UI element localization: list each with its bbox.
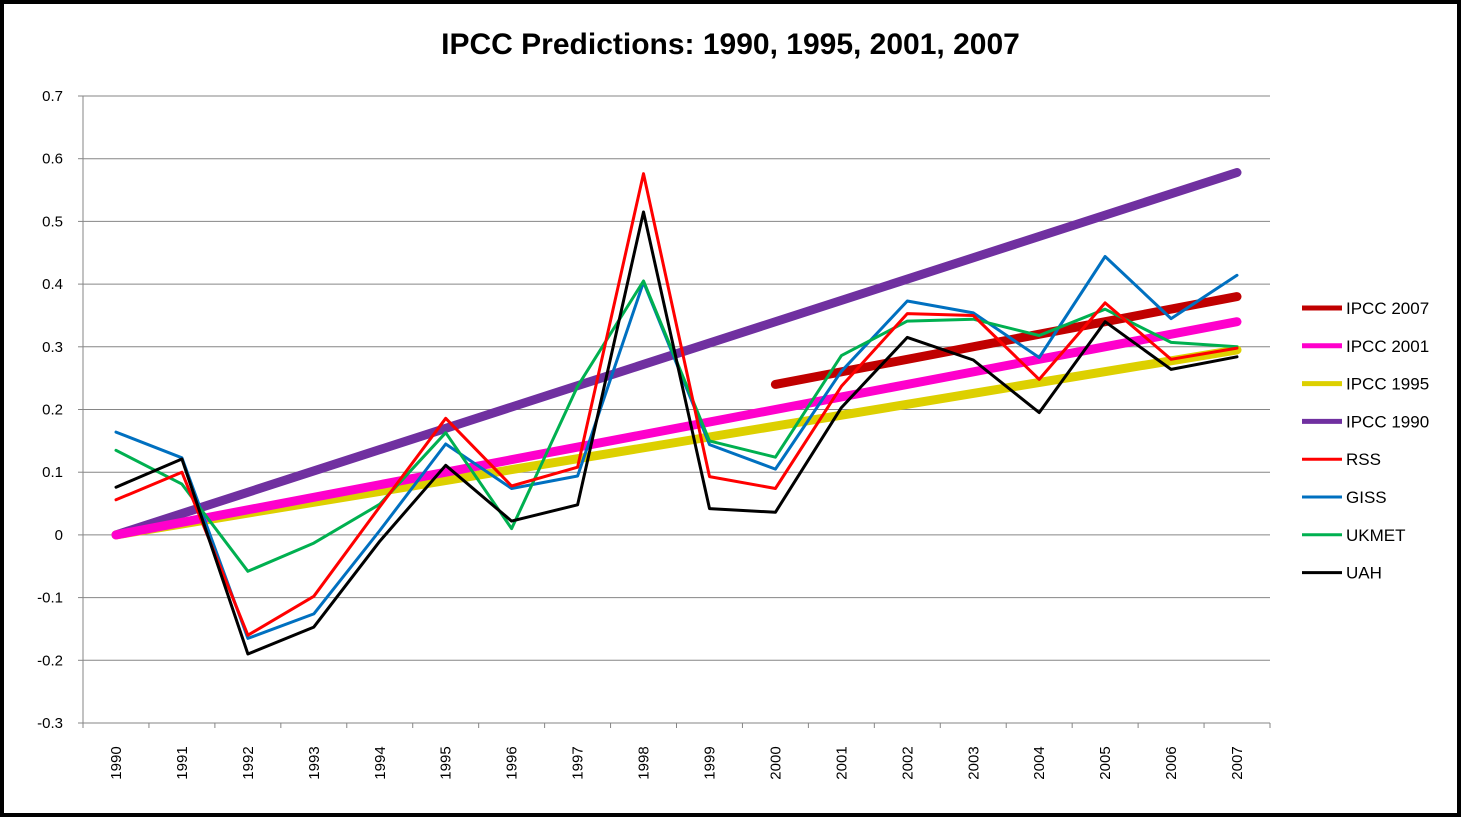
x-tick-label: 1996 — [504, 746, 521, 779]
y-tick-label: 0.1 — [42, 464, 63, 481]
y-tick-label: 0.5 — [42, 213, 63, 230]
x-tick-label: 2001 — [833, 746, 850, 779]
x-tick-label: 1998 — [636, 746, 653, 779]
legend-label: RSS — [1346, 450, 1381, 469]
x-tick-label: 2000 — [767, 746, 784, 779]
x-tick-label: 2002 — [899, 746, 916, 779]
y-tick-label: 0.2 — [42, 402, 63, 419]
y-tick-label: 0.4 — [42, 276, 63, 293]
x-tick-label: 2006 — [1163, 746, 1180, 779]
x-tick-label: 2005 — [1097, 746, 1114, 779]
x-tick-label: 1992 — [240, 746, 257, 779]
x-tick-label: 1997 — [570, 746, 587, 779]
y-tick-label: 0.7 — [42, 88, 63, 105]
series-line-ipcc-1995 — [111, 345, 1242, 540]
x-tick-label: 1991 — [174, 746, 191, 779]
axes — [78, 95, 1271, 728]
series-line-ipcc-2001 — [111, 317, 1242, 540]
y-tick-label: -0.1 — [37, 590, 63, 607]
legend-label: IPCC 2007 — [1346, 299, 1429, 318]
series-line-rss — [114, 172, 1239, 637]
y-tick-label: -0.3 — [37, 715, 63, 732]
x-tick-label: 1990 — [108, 746, 125, 779]
x-tick-label: 2004 — [1031, 746, 1048, 779]
series-line-uah — [114, 210, 1239, 656]
y-tick-labels: 0.7 0.6 0.5 0.4 0.3 0.2 0.1 0 -0.1 -0.2 -0.3 — [37, 88, 63, 732]
legend-label: IPCC 2001 — [1346, 337, 1429, 356]
x-tick-labels: 1990 1991 1992 1993 1994 1995 1996 1997 1998 1999… — [108, 746, 1246, 779]
x-tick-label: 1999 — [701, 746, 718, 779]
x-tick-label: 1994 — [372, 746, 389, 779]
legend-label: UKMET — [1346, 526, 1406, 545]
legend-label: GISS — [1346, 488, 1387, 507]
legend-label: IPCC 1995 — [1346, 375, 1429, 394]
series-lines — [111, 168, 1242, 656]
series-line-ipcc-2007 — [770, 292, 1242, 389]
x-tick-label: 2003 — [965, 746, 982, 779]
y-tick-label: -0.2 — [37, 652, 63, 669]
y-tick-label: 0 — [55, 527, 63, 544]
legend-label: IPCC 1990 — [1346, 412, 1429, 431]
chart-title: IPCC Predictions: 1990, 1995, 2001, 2007 — [441, 28, 1020, 61]
y-tick-label: 0.6 — [42, 151, 63, 168]
y-tick-label: 0.3 — [42, 339, 63, 356]
x-tick-label: 2007 — [1229, 746, 1246, 779]
series-line-giss — [114, 255, 1239, 640]
x-tick-label: 1993 — [306, 746, 323, 779]
x-tick-label: 1995 — [438, 746, 455, 779]
legend-label: UAH — [1346, 564, 1382, 583]
legend: IPCC 2007 IPCC 2001 IPCC 1995 IPCC 1990 RSS G… — [1302, 299, 1429, 583]
